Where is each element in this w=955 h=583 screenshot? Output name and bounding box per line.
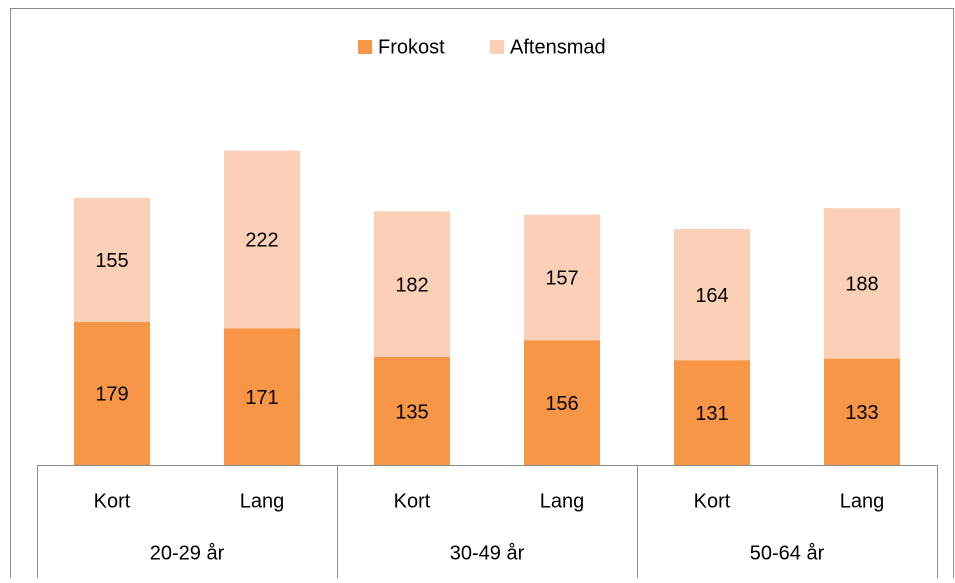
bar-segment (374, 357, 450, 465)
data-label: 182 (395, 274, 428, 296)
group-label: 20-29 år (150, 542, 225, 564)
x-tick-label: Kort (694, 490, 731, 512)
legend-label: Frokost (378, 36, 445, 58)
x-tick-label: Kort (394, 490, 431, 512)
bar-segment (674, 360, 750, 465)
bar-segment (74, 321, 150, 465)
x-tick-label: Lang (840, 490, 885, 512)
data-label: 131 (695, 403, 728, 425)
bar-segment (74, 197, 150, 322)
bar-segment (224, 150, 300, 329)
bar-segment (224, 328, 300, 465)
data-label: 179 (95, 384, 128, 406)
data-label: 135 (395, 401, 428, 423)
data-label: 133 (845, 402, 878, 424)
bar-segment (524, 340, 600, 465)
data-label: 188 (845, 274, 878, 296)
data-label: 164 (695, 285, 728, 307)
legend-label: Aftensmad (510, 36, 606, 58)
bar-segment (824, 358, 900, 465)
x-tick-label: Lang (540, 490, 585, 512)
data-label: 155 (95, 250, 128, 272)
data-label: 171 (245, 387, 278, 409)
legend-swatch (490, 40, 504, 54)
group-label: 30-49 år (450, 542, 525, 564)
chart-border (10, 8, 954, 583)
group-label: 50-64 år (750, 542, 825, 564)
data-label: 156 (545, 393, 578, 415)
data-label: 222 (245, 230, 278, 252)
bar-segment (824, 208, 900, 359)
bar-segment (674, 229, 750, 361)
x-tick-label: Lang (240, 490, 285, 512)
x-tick-label: Kort (94, 490, 131, 512)
legend-swatch (358, 40, 372, 54)
bar-segment (524, 214, 600, 341)
bar-segment (374, 211, 450, 357)
data-label: 157 (545, 268, 578, 290)
